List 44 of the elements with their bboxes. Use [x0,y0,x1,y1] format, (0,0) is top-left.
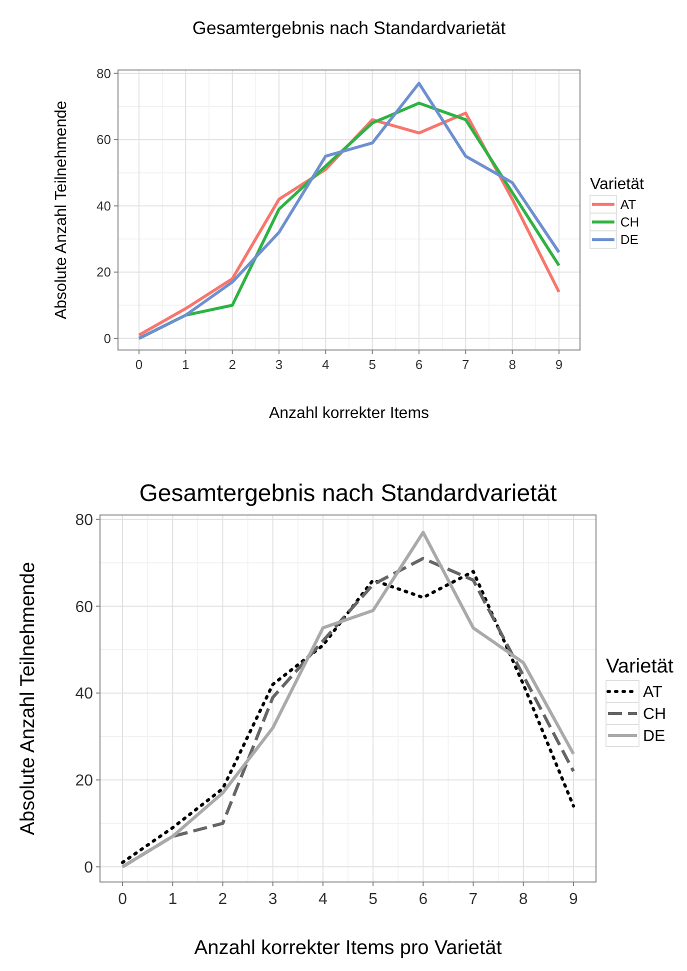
x-axis-title: Anzahl korrekter Items pro Varietät [194,937,502,959]
legend-label: AT [643,684,662,702]
legend-label: DE [620,232,639,248]
y-tick-label: 0 [104,330,111,346]
x-tick-label: 0 [135,357,143,372]
x-tick-label: 6 [418,891,428,908]
y-tick-label: 60 [75,598,94,616]
x-tick-label: 3 [275,357,283,372]
x-tick-label: 2 [218,891,228,908]
y-tick-label: 40 [96,198,111,214]
x-tick-label: 9 [555,357,563,372]
x-tick-label: 4 [322,357,330,372]
y-tick-label: 40 [75,686,94,703]
legend-label: CH [620,214,640,230]
legend-label: DE [643,728,666,746]
x-tick-label: 2 [228,357,236,372]
x-tick-label: 0 [118,891,128,908]
y-axis-title: Absolute Anzahl Teilnehmende [17,562,39,836]
legend-title: Varietät [606,656,674,678]
x-tick-label: 6 [415,357,423,372]
legend-label: CH [643,706,666,724]
legend-title: Varietät [590,176,645,194]
x-tick-label: 7 [468,891,478,908]
legend-label: AT [620,196,636,212]
x-tick-label: 7 [462,357,470,372]
x-axis-title: Anzahl korrekter Items [268,405,430,422]
x-tick-label: 5 [368,891,378,908]
x-tick-label: 8 [508,357,516,372]
x-tick-label: 9 [569,891,578,908]
y-tick-label: 80 [75,512,94,529]
chart-title: Gesamtergebnis nach Standardvarietät [139,480,558,507]
y-tick-label: 0 [84,859,94,876]
x-tick-label: 1 [168,891,178,908]
x-tick-label: 1 [182,357,190,372]
x-tick-label: 3 [268,891,278,908]
y-axis-title: Absolute Anzahl Teilnehmende [53,100,70,320]
y-tick-label: 60 [96,132,111,148]
x-tick-label: 8 [518,891,528,908]
y-tick-label: 20 [75,772,94,790]
x-tick-label: 4 [318,891,328,908]
chart-title: Gesamtergebnis nach Standardvarietät [192,18,506,38]
y-tick-label: 80 [96,66,111,81]
y-tick-label: 20 [96,264,111,280]
x-tick-label: 5 [368,357,376,372]
